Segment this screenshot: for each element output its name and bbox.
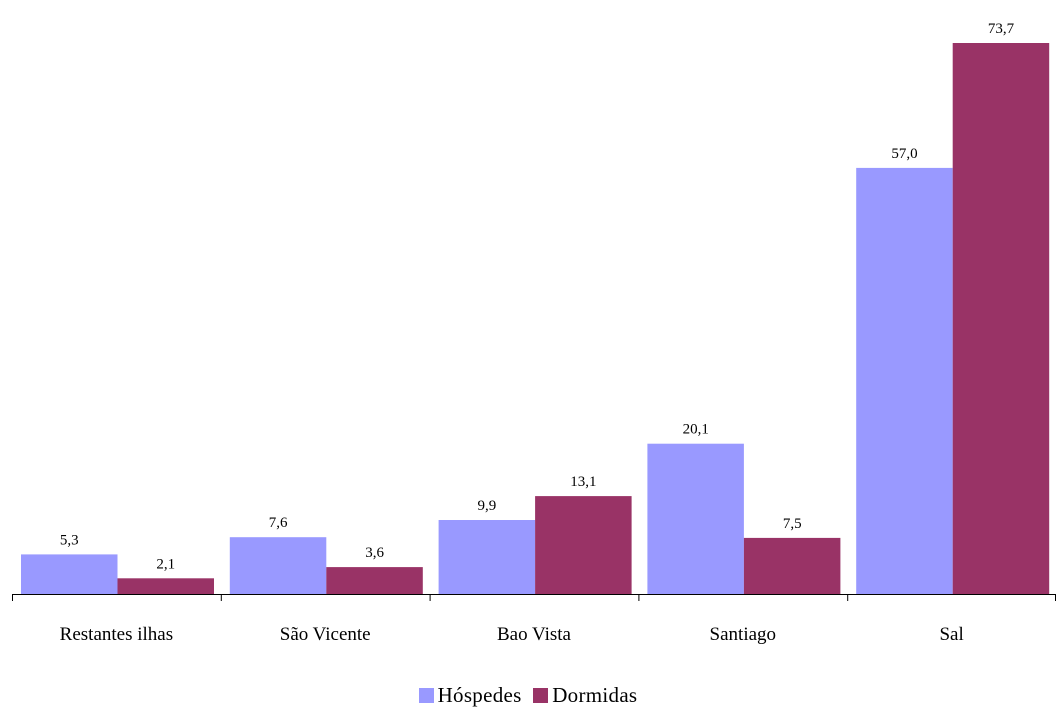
bar-hospedes-bao-vista [438, 520, 536, 594]
category-labels-group: Restantes ilhas São Vicente Bao Vista Santi… [60, 624, 964, 645]
value-label-hospedes-santiago: 20,1 [683, 422, 709, 438]
legend-item-dormidas: Dormidas [533, 683, 637, 708]
value-label-hospedes-restantes-ilhas: 5,3 [60, 532, 79, 548]
value-label-dormidas-restantes-ilhas: 2,1 [156, 556, 175, 572]
x-axis [12, 594, 1056, 601]
legend-item-hospedes: Hóspedes [418, 683, 522, 708]
category-label-restantes-ilhas: Restantes ilhas [60, 624, 173, 645]
category-label-santiago: Santiago [710, 624, 777, 645]
legend-swatch-hospedes [418, 688, 434, 703]
value-label-hospedes-sao-vicente: 7,6 [269, 515, 288, 531]
bar-dormidas-restantes-ilhas [117, 578, 214, 594]
value-label-dormidas-bao-vista: 13,1 [570, 474, 596, 490]
bar-hospedes-sao-vicente [229, 537, 327, 594]
bar-hospedes-restantes-ilhas [21, 554, 118, 594]
legend-label-hospedes: Hóspedes [437, 683, 522, 707]
value-label-dormidas-sal: 73,7 [988, 21, 1015, 37]
value-label-hospedes-bao-vista: 9,9 [478, 498, 497, 514]
legend: Hóspedes Dormidas [0, 683, 1056, 709]
bar-dormidas-sao-vicente [326, 567, 423, 594]
value-label-dormidas-santiago: 7,5 [783, 516, 802, 532]
value-label-dormidas-sao-vicente: 3,6 [365, 545, 384, 561]
category-label-sao-vicente: São Vicente [280, 624, 371, 645]
bar-dormidas-sal [952, 43, 1050, 594]
legend-label-dormidas: Dormidas [552, 683, 638, 707]
bar-hospedes-sal [856, 167, 953, 594]
value-labels-group: 5,3 7,6 9,9 20,1 57,0 2,1 3,6 13,1 7,5 73,7 [60, 21, 1015, 572]
category-label-sal: Sal [939, 624, 963, 645]
value-label-hospedes-sal: 57,0 [891, 146, 917, 162]
bars-group [21, 43, 1050, 594]
bar-dormidas-santiago [743, 537, 841, 594]
category-label-bao-vista: Bao Vista [497, 624, 572, 645]
bar-dormidas-bao-vista [535, 496, 632, 594]
bar-chart: 5,3 7,6 9,9 20,1 57,0 2,1 3,6 13,1 7,5 73,7 Resta… [12, 21, 1056, 645]
legend-swatch-dormidas [533, 688, 549, 703]
bar-hospedes-santiago [647, 443, 744, 594]
